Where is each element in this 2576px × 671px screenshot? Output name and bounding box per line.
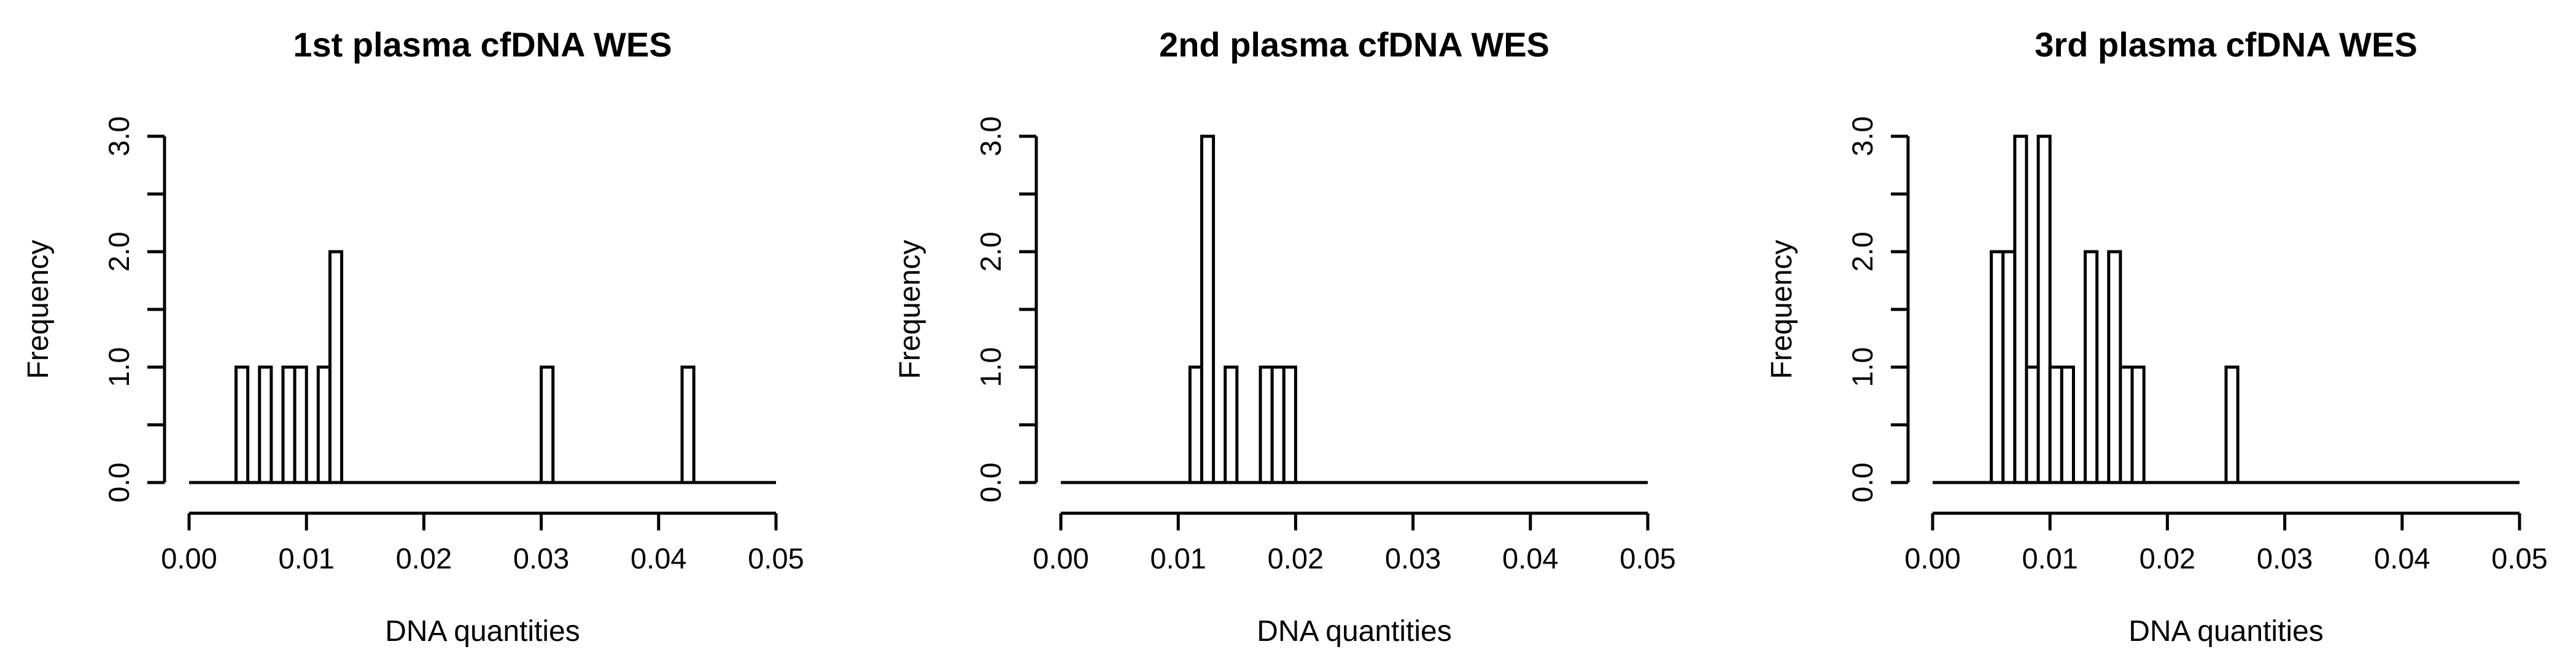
histogram-bar [2130,365,2146,484]
histogram-bar [1259,365,1274,484]
y-tick-label: 0.0 [103,462,135,502]
x-tick-label: 0.02 [1268,542,1324,575]
x-tick-label: 0.00 [1033,542,1088,575]
y-tick-label: 1.0 [103,347,135,387]
histogram-bar [2025,365,2040,484]
x-tick-label: 0.03 [1385,542,1441,575]
chart-title: 3rd plasma cfDNA WES [2035,25,2417,64]
x-tick-label: 0.01 [2022,542,2077,575]
histogram-panel-1: 1st plasma cfDNA WES 0.0 1.0 2.0 3.0 Frequenc… [22,25,804,648]
histogram-bar [2119,365,2134,484]
histogram-bar [293,365,308,484]
x-tick-label: 0.02 [396,542,452,575]
histogram-bar [2107,250,2122,484]
x-tick-label: 0.04 [1502,542,1558,575]
x-tick-label: 0.02 [2140,542,2195,575]
y-tick-label: 2.0 [103,231,135,271]
y-tick-label: 1.0 [1846,347,1879,387]
histogram-bar [540,365,555,484]
histogram-bar [258,365,273,484]
x-tick-label: 0.00 [1904,542,1960,575]
histogram-panel-3: 3rd plasma cfDNA WES 0.0 1.0 2.0 3.0 Frequenc… [1766,25,2548,648]
histogram-bar [2013,134,2028,484]
x-axis-label: DNA quantities [385,615,580,648]
histogram-bar [2224,365,2240,484]
histogram-bar [1270,365,1286,484]
histogram-bar [1282,365,1297,484]
histogram-bar [316,365,332,484]
x-tick-label: 0.00 [161,542,217,575]
chart-title: 2nd plasma cfDNA WES [1159,25,1550,64]
x-tick-label: 0.05 [2491,542,2547,575]
y-tick-label: 3.0 [1846,116,1879,156]
histogram-bar [1990,250,2005,484]
histogram-bar [680,365,696,484]
y-axis-label: Frequency [22,240,55,379]
histogram-panel-2: 2nd plasma cfDNA WES 0.0 1.0 2.0 3.0 Frequenc… [894,25,1676,648]
histogram-bar [1200,134,1216,484]
y-tick-label: 3.0 [103,116,135,156]
histogram-bar [2048,365,2063,484]
x-tick-label: 0.04 [630,542,686,575]
histogram-bar [2060,365,2075,484]
histogram-bar [328,250,344,484]
x-tick-label: 0.04 [2374,542,2430,575]
x-axis-label: DNA quantities [1257,615,1452,648]
histogram-bar [1224,365,1239,484]
chart-title: 1st plasma cfDNA WES [293,25,672,64]
x-tick-label: 0.03 [513,542,569,575]
histogram-bar [281,365,297,484]
x-tick-label: 0.01 [278,542,334,575]
y-tick-label: 1.0 [974,347,1007,387]
histogram-bar [2001,250,2017,484]
histogram-bar [2036,134,2052,484]
y-axis-label: Frequency [1766,240,1798,379]
y-tick-label: 3.0 [974,116,1007,156]
histogram-bar [234,365,250,484]
y-tick-label: 0.0 [1846,462,1879,502]
y-tick-label: 2.0 [1846,231,1879,271]
x-tick-label: 0.01 [1150,542,1206,575]
y-tick-label: 0.0 [974,462,1007,502]
x-tick-label: 0.03 [2257,542,2313,575]
y-axis-label: Frequency [894,240,926,379]
histogram-bar [2084,250,2099,484]
x-axis-label: DNA quantities [2128,615,2324,648]
x-tick-label: 0.05 [1620,542,1675,575]
x-tick-label: 0.05 [748,542,804,575]
y-tick-label: 2.0 [974,231,1007,271]
histogram-bar [1188,365,1203,484]
